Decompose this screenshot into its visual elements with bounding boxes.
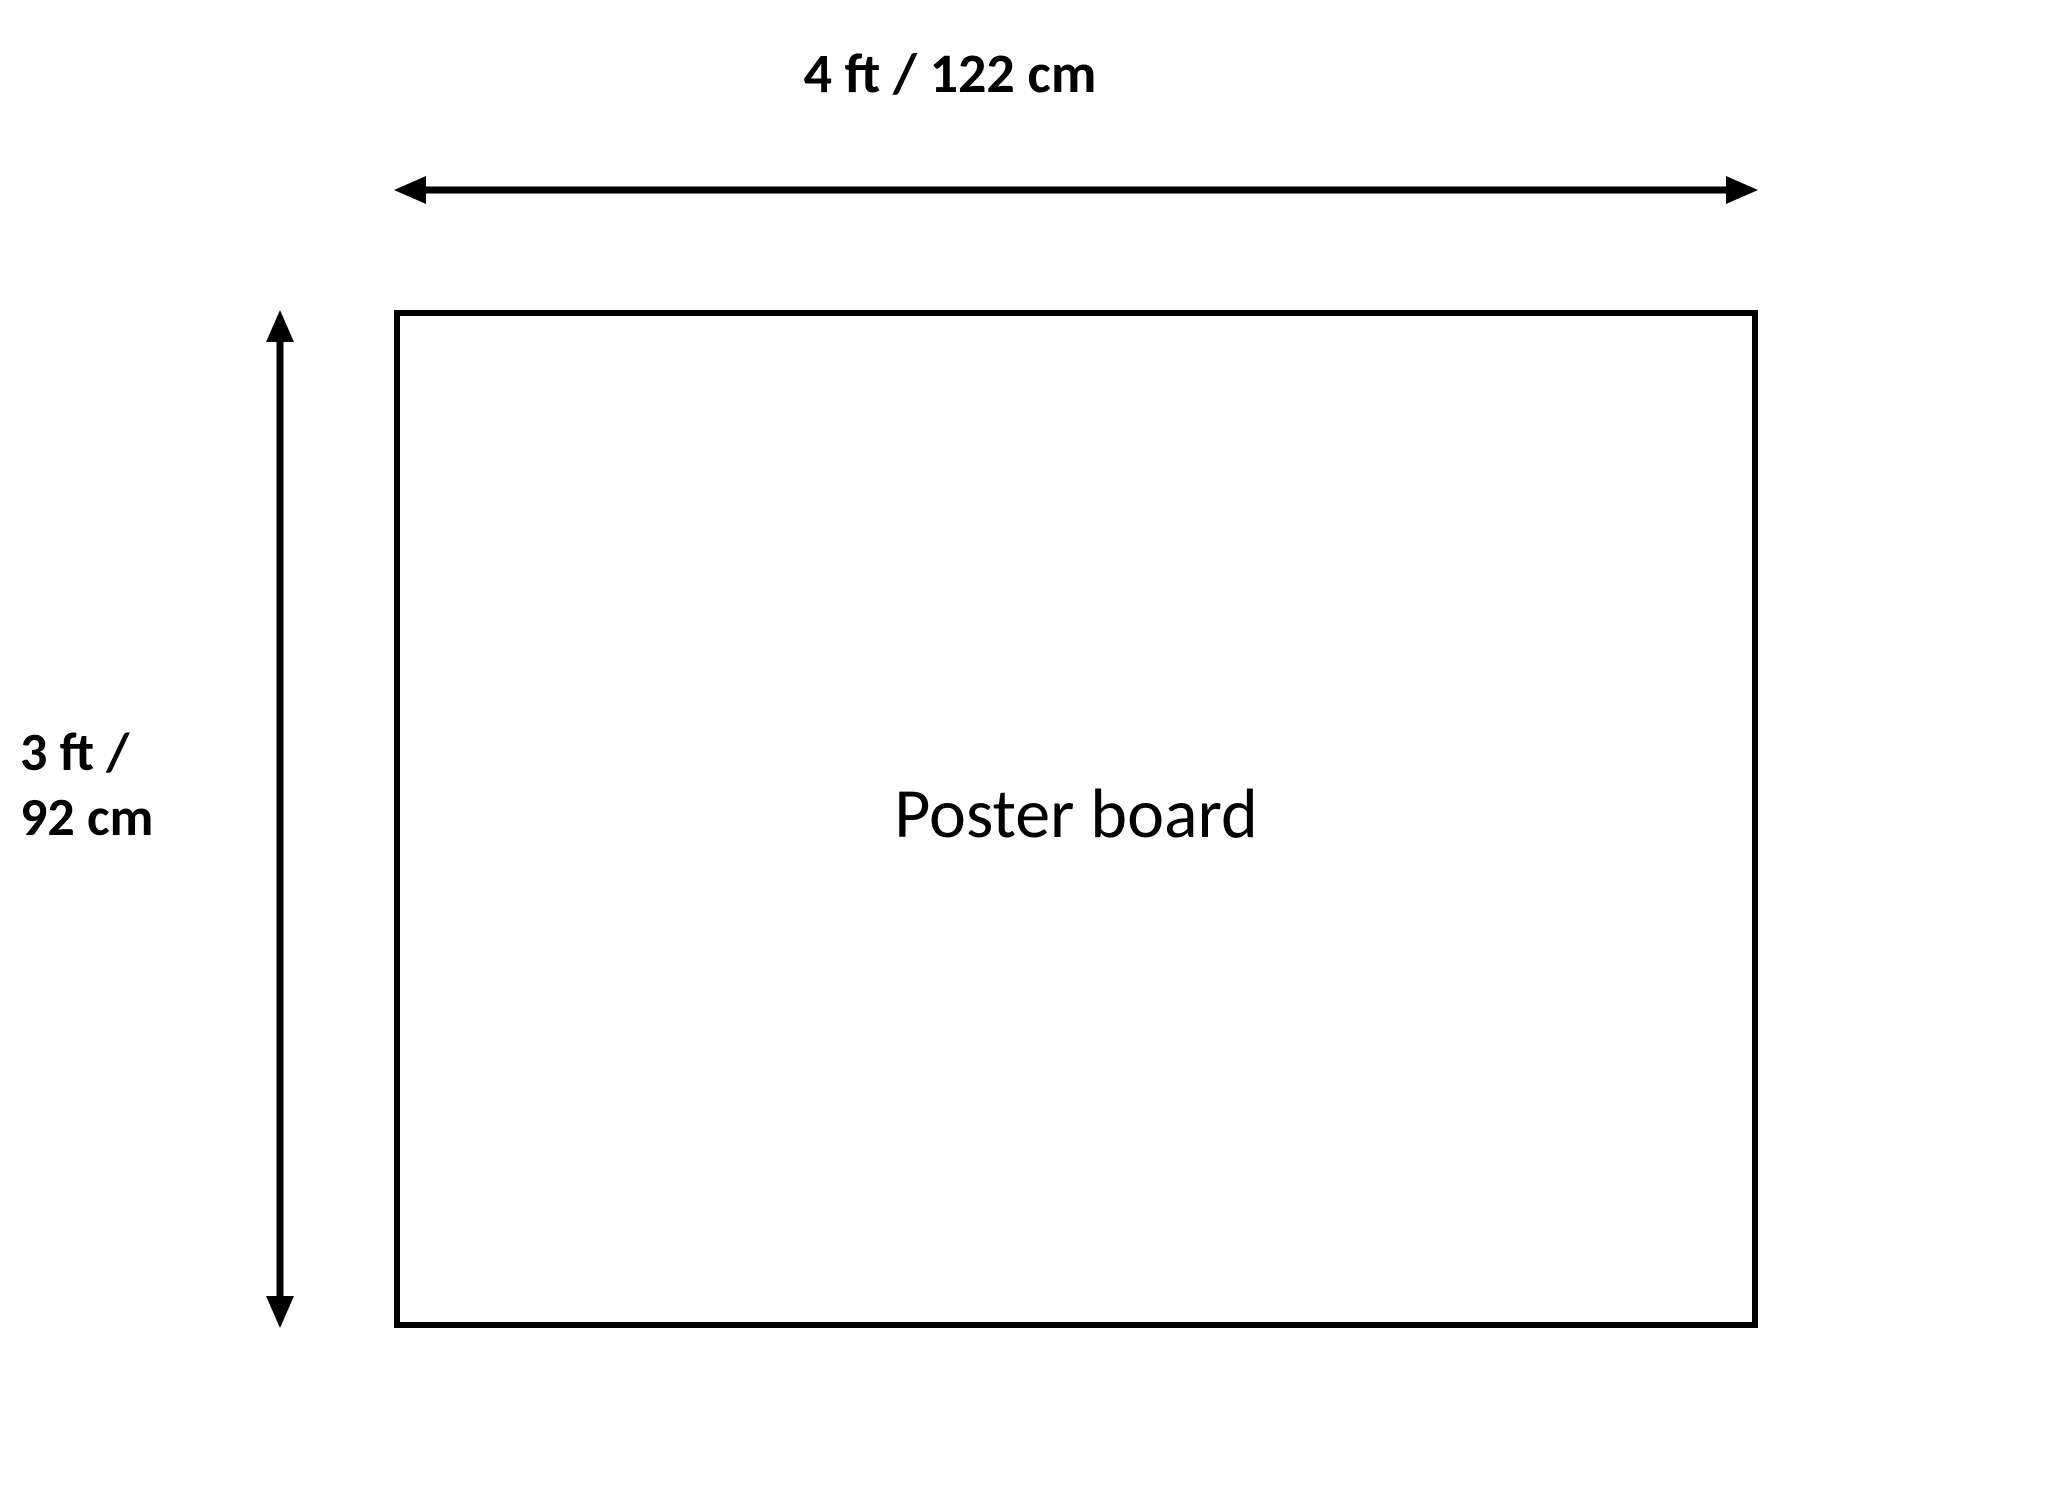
height-label-line2: 92 cm bbox=[20, 784, 153, 850]
poster-board-label: Poster board bbox=[394, 770, 1758, 856]
height-arrow bbox=[255, 310, 305, 1328]
width-arrow bbox=[394, 165, 1758, 215]
width-dimension-label: 4 ft / 122 cm bbox=[600, 40, 1300, 108]
height-label-line1: 3 ft / bbox=[20, 719, 129, 785]
height-dimension-label: 3 ft / 92 cm bbox=[20, 720, 220, 850]
diagram-container: 4 ft / 122 cm 3 ft / 92 cm Poster board bbox=[0, 0, 2047, 1506]
